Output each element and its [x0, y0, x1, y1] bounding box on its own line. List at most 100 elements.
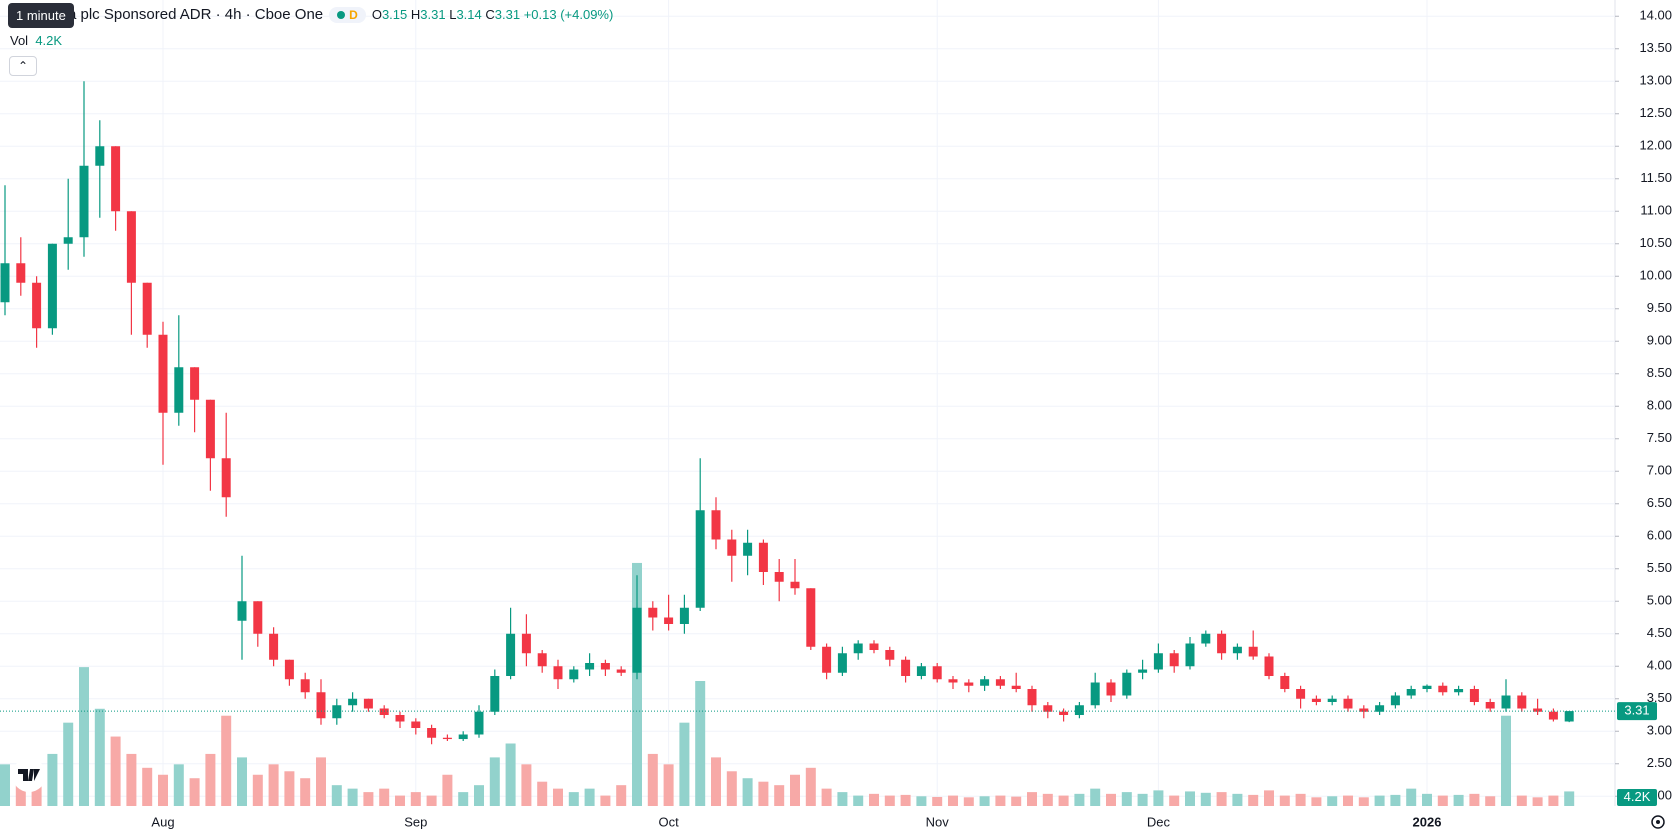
candle-body	[1485, 702, 1495, 709]
volume-bar	[600, 795, 611, 806]
candle-body	[269, 633, 279, 660]
candle-body	[1469, 689, 1479, 702]
volume-bar	[1027, 792, 1037, 806]
volume-bar	[679, 722, 690, 806]
candle-body	[1296, 689, 1306, 699]
candle-body	[1185, 643, 1195, 667]
candle-body	[1043, 705, 1053, 712]
candle-body	[490, 676, 500, 712]
tradingview-logo	[12, 758, 46, 792]
volume-bar	[237, 757, 247, 806]
volume-bar	[1437, 795, 1448, 806]
volume-bar	[805, 767, 816, 806]
y-tick-label: 8.00	[1647, 398, 1672, 413]
volume-bar	[1200, 792, 1211, 806]
candle-body	[632, 607, 642, 673]
volume-bar	[1422, 793, 1432, 806]
volume-bar	[869, 793, 879, 806]
y-tick-label: 14.00	[1639, 8, 1672, 23]
candle-body	[901, 659, 911, 676]
volume-bar	[284, 771, 295, 806]
vol-label: Vol	[10, 33, 29, 48]
volume-bar	[442, 774, 453, 806]
volume-bar	[1185, 791, 1195, 806]
volume-bar	[474, 785, 484, 806]
volume-bar	[47, 753, 58, 806]
volume-bar	[1453, 794, 1464, 806]
volume-bar	[426, 795, 437, 806]
candle-body	[1232, 646, 1242, 654]
y-tick-label: 7.50	[1647, 430, 1672, 445]
volume-bar	[584, 788, 595, 806]
candle-body	[679, 607, 689, 624]
candle-body	[1122, 672, 1132, 696]
candle-body	[1248, 646, 1258, 657]
candle-body	[190, 367, 200, 400]
volume-bar	[347, 788, 358, 806]
volume-bar	[616, 785, 627, 806]
settings-button[interactable]	[1651, 815, 1665, 829]
candle-body	[1059, 711, 1069, 715]
volume-bar	[1516, 795, 1527, 806]
volume-bar	[1279, 795, 1290, 806]
x-tick-label: Aug	[151, 814, 174, 829]
candle-body	[1564, 711, 1574, 722]
volume-bar	[695, 681, 706, 806]
candle-body	[521, 633, 531, 654]
volume-bar	[505, 743, 516, 806]
volume-bar	[1216, 792, 1227, 806]
volume-bar	[1406, 788, 1417, 806]
candle-body	[853, 643, 863, 654]
candle-body	[758, 542, 768, 572]
candle-body	[442, 737, 452, 740]
candle-body	[1090, 682, 1100, 706]
volume-bar	[1011, 796, 1022, 806]
l-value: 3.14	[456, 7, 482, 22]
volume-bar	[632, 562, 642, 806]
candle-body	[95, 146, 105, 166]
last-price-tag	[1617, 702, 1657, 721]
volume-bar	[268, 764, 279, 806]
volume-bar	[1169, 795, 1180, 806]
volume-bar	[0, 764, 10, 806]
legend-header: a plc Sponsored ADR · 4h · Cboe One D O3…	[8, 6, 613, 23]
last-price-label: 3.31	[1624, 703, 1649, 718]
tooltip: 1 minute	[8, 3, 74, 28]
collapse-button[interactable]: ⌃	[9, 56, 37, 76]
candle-body	[1422, 685, 1432, 689]
volume-bar	[1485, 796, 1496, 806]
volume-bar	[963, 797, 974, 806]
volume-bar	[300, 778, 311, 806]
candle-body	[174, 367, 184, 413]
gear-center	[1656, 820, 1660, 824]
candle-body	[1311, 698, 1321, 702]
candle-body	[427, 728, 437, 738]
volume-tag-label: 4.2K	[1624, 789, 1651, 804]
volume-bar	[1248, 794, 1259, 806]
candle-body	[695, 510, 705, 608]
candle-body	[1375, 705, 1385, 712]
volume-bar	[1153, 790, 1164, 806]
candle-body	[1517, 695, 1527, 709]
volume-bar	[1295, 793, 1306, 806]
volume-bar	[1074, 793, 1085, 806]
candle-body	[332, 705, 342, 719]
volume-bar	[94, 708, 105, 806]
y-tick-label: 6.00	[1647, 528, 1672, 543]
candle-body	[63, 237, 73, 244]
candle-body	[569, 669, 579, 680]
x-tick-label: Oct	[658, 814, 679, 829]
y-tick-label: 12.00	[1639, 138, 1672, 153]
candle-body	[1533, 708, 1543, 712]
candle-body	[1138, 669, 1148, 673]
candle-body	[16, 263, 26, 283]
candle-body	[300, 679, 310, 693]
status-badge[interactable]: D	[329, 6, 366, 23]
volume-bar	[790, 774, 800, 806]
volume-bar	[537, 781, 548, 806]
logo-shape	[18, 769, 40, 781]
volume-bar	[252, 774, 263, 806]
volume-bar	[742, 778, 753, 806]
candle-body	[964, 682, 974, 686]
